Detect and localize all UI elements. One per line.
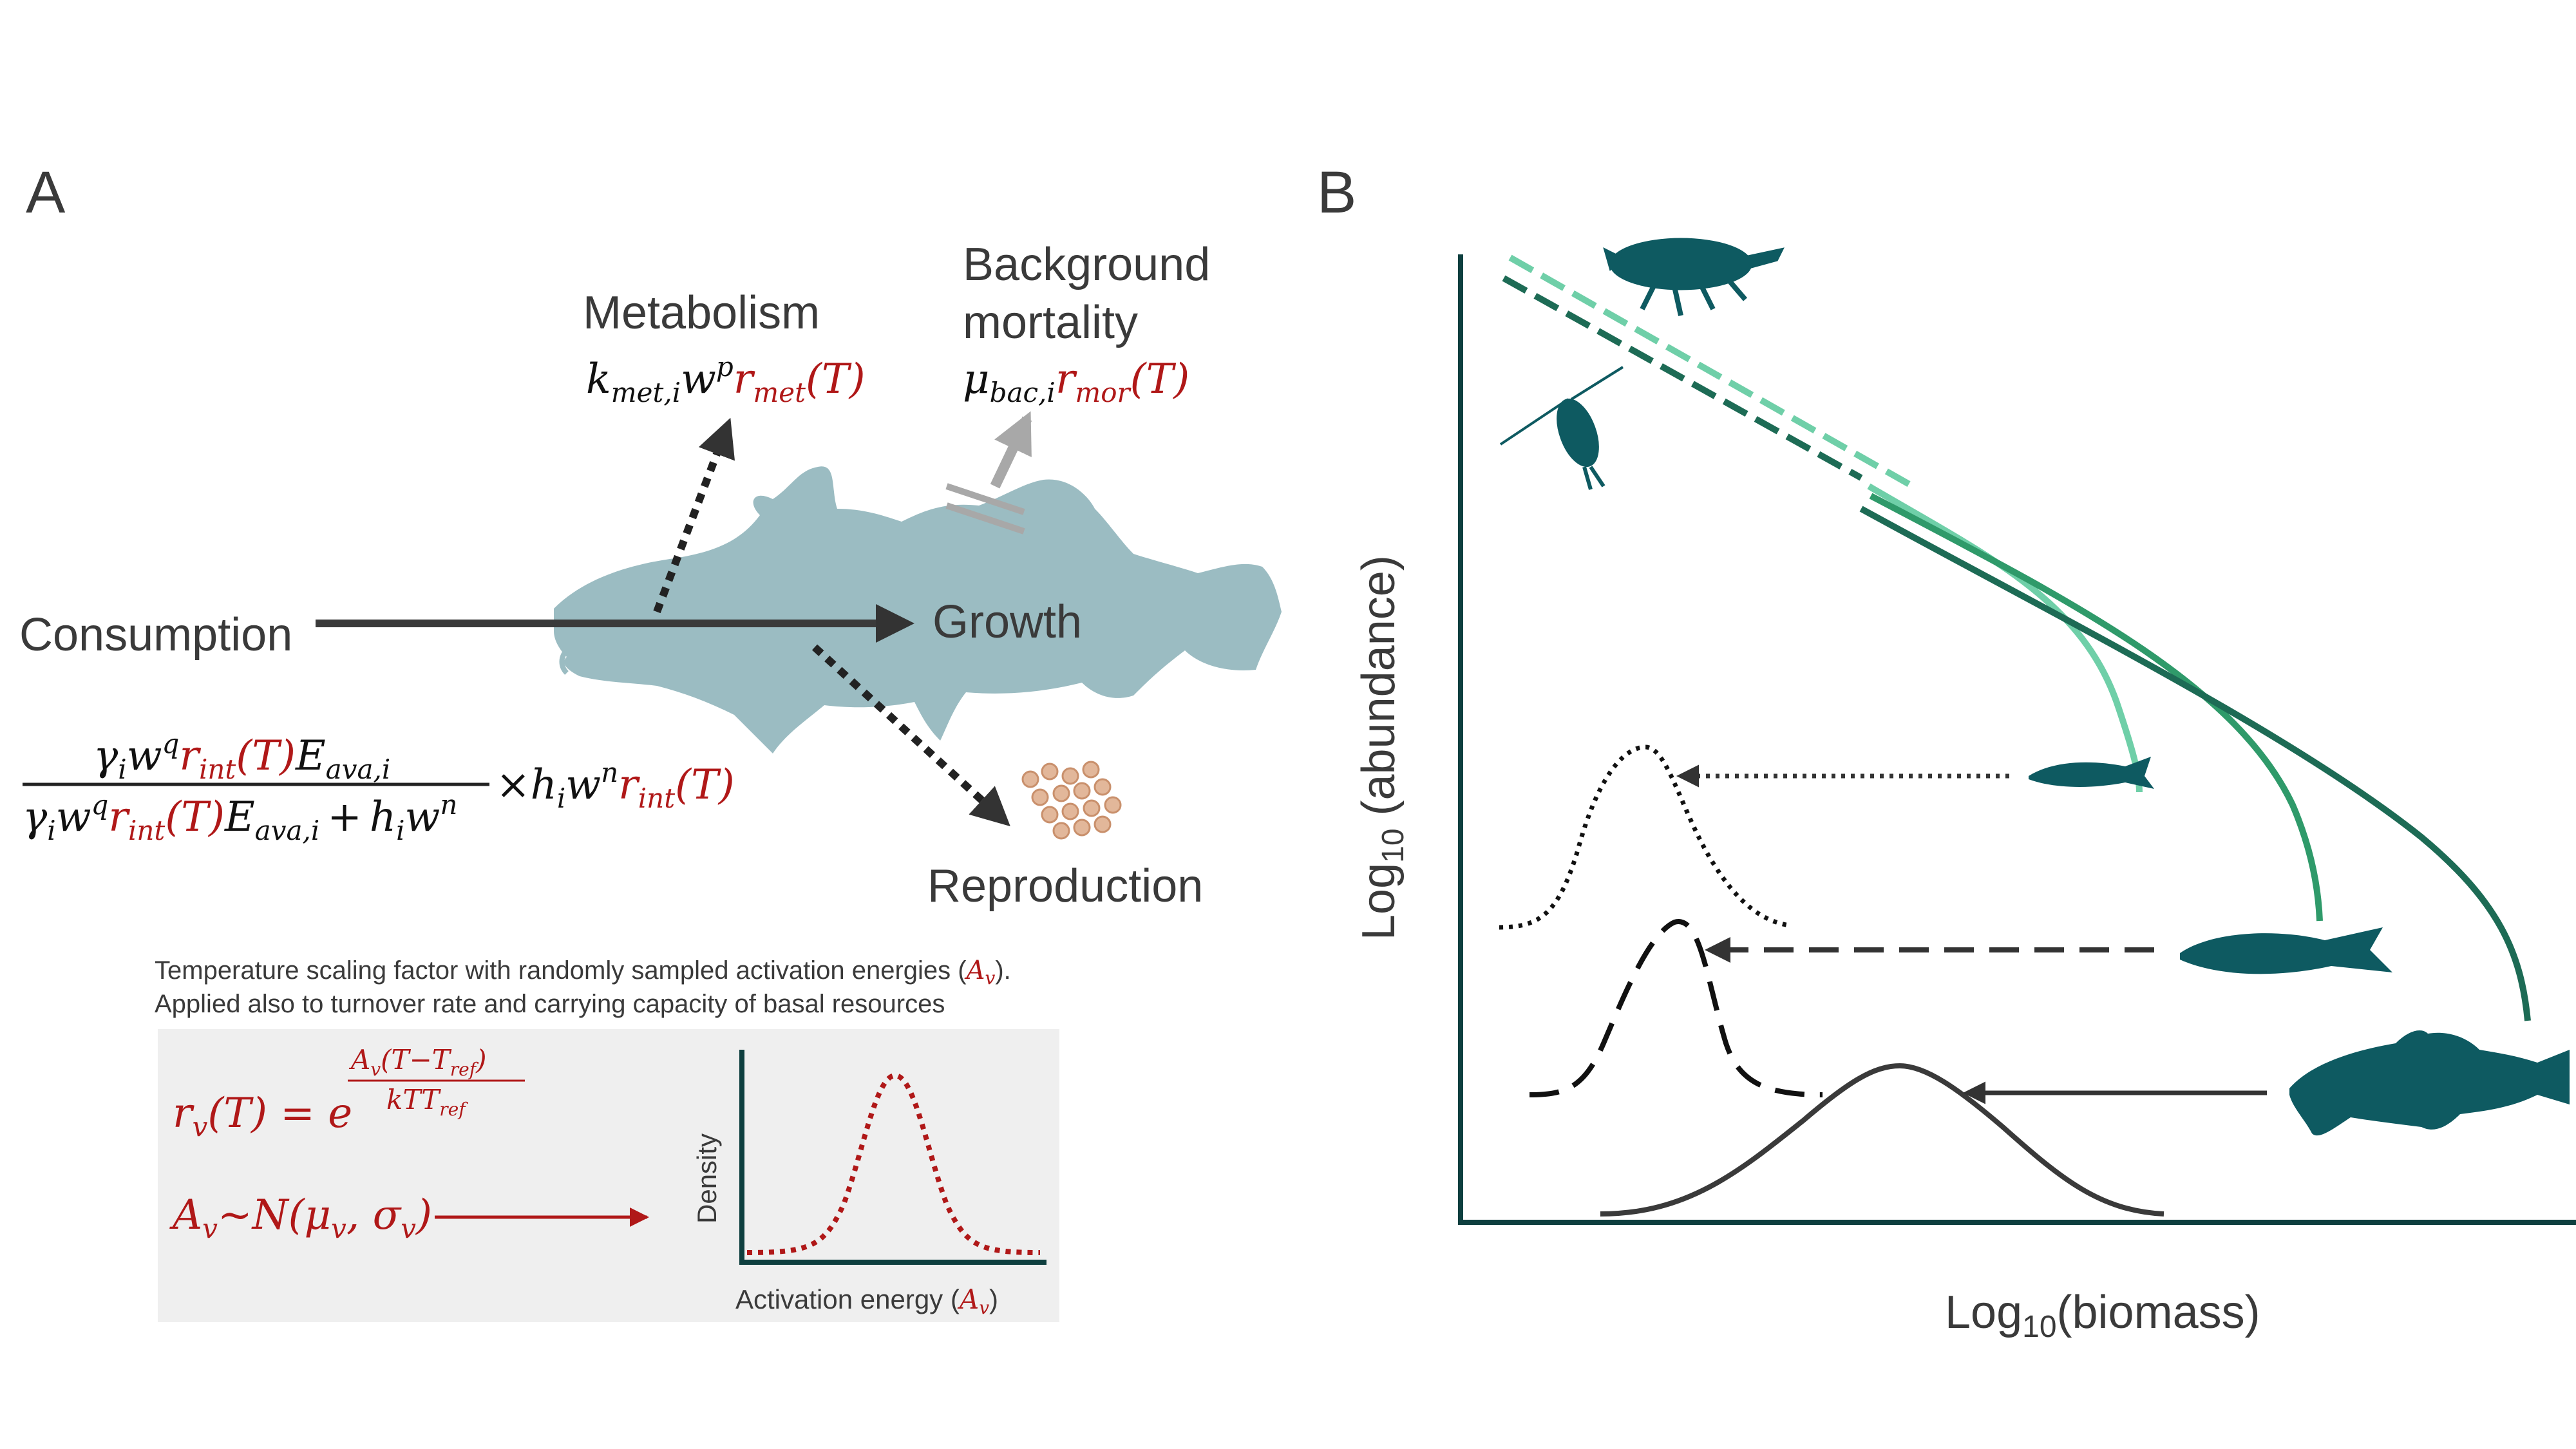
temperature-equation: rv(T) = e xyxy=(173,1090,352,1142)
growth-label: Growth xyxy=(933,596,1082,648)
panel-label-a: A xyxy=(26,160,66,225)
consumption-multiplier: ×hiwnrint(T) xyxy=(496,757,735,814)
benthic-invertebrate-icon xyxy=(1603,238,1785,316)
large-fish-spectrum xyxy=(1859,506,2531,1021)
medium-fish-egg-distribution xyxy=(1529,919,1823,1097)
large-fish-egg-distribution xyxy=(1600,1063,2164,1217)
mortality-arrow xyxy=(990,411,1032,489)
egg-cluster xyxy=(1021,761,1122,840)
resource-spectrum-dashed-dark xyxy=(1502,275,1863,481)
medium-fish-icon xyxy=(2180,927,2392,974)
mortality-block-2 xyxy=(945,502,1025,535)
metabolism-formula: kmet,iwprmet(T) xyxy=(586,351,866,408)
cod-silhouette xyxy=(554,466,1282,753)
background-label-1: Background xyxy=(963,239,1210,290)
resource-spectrum-dashed-light xyxy=(1508,254,1915,489)
background-label-2: mortality xyxy=(963,297,1138,348)
reproduction-label: Reproduction xyxy=(927,860,1203,912)
large-fish-icon xyxy=(2289,1030,2570,1136)
y-axis-label: Log10 (abundance) xyxy=(1353,555,1410,940)
exponent-denominator: kTTref xyxy=(386,1084,468,1120)
small-fish-egg-distribution xyxy=(1499,744,1791,930)
inset-y-label: Density xyxy=(692,1133,722,1224)
mortality-block-1 xyxy=(945,483,1025,515)
temperature-note-line-1: Temperature scaling factor with randomly… xyxy=(155,956,1011,989)
panel-label-b: B xyxy=(1317,160,1356,225)
activation-energy-density-curve xyxy=(746,1072,1041,1255)
metabolism-label: Metabolism xyxy=(583,287,820,339)
inset-x-label: Activation energy (Av) xyxy=(735,1283,998,1318)
mortality-formula: μbac,irmor(T) xyxy=(963,355,1189,408)
density-inset: Density Activation energy (Av) xyxy=(692,1050,1046,1318)
exponent-numerator: Av(T−Tref) xyxy=(348,1044,487,1080)
consumption-denominator: γiwqrint(T)Eava,i + hiwn xyxy=(23,789,457,846)
medium-fish-spectrum xyxy=(1869,493,2323,922)
temperature-box xyxy=(158,1029,1059,1322)
small-fish-spectrum xyxy=(1867,483,2143,793)
consumption-numerator: γiwqrint(T)Eava,i xyxy=(93,728,390,785)
small-fish-icon xyxy=(2029,757,2154,789)
x-axis-label: Log10(biomass) xyxy=(1945,1287,2260,1344)
temperature-note-line-2: Applied also to turnover rate and carryi… xyxy=(155,990,945,1018)
cod-barbel xyxy=(559,649,569,675)
consumption-label: Consumption xyxy=(19,609,292,661)
distribution-equation: Av~N(μv, σv) xyxy=(169,1191,432,1244)
zooplankton-icon xyxy=(1499,366,1624,490)
